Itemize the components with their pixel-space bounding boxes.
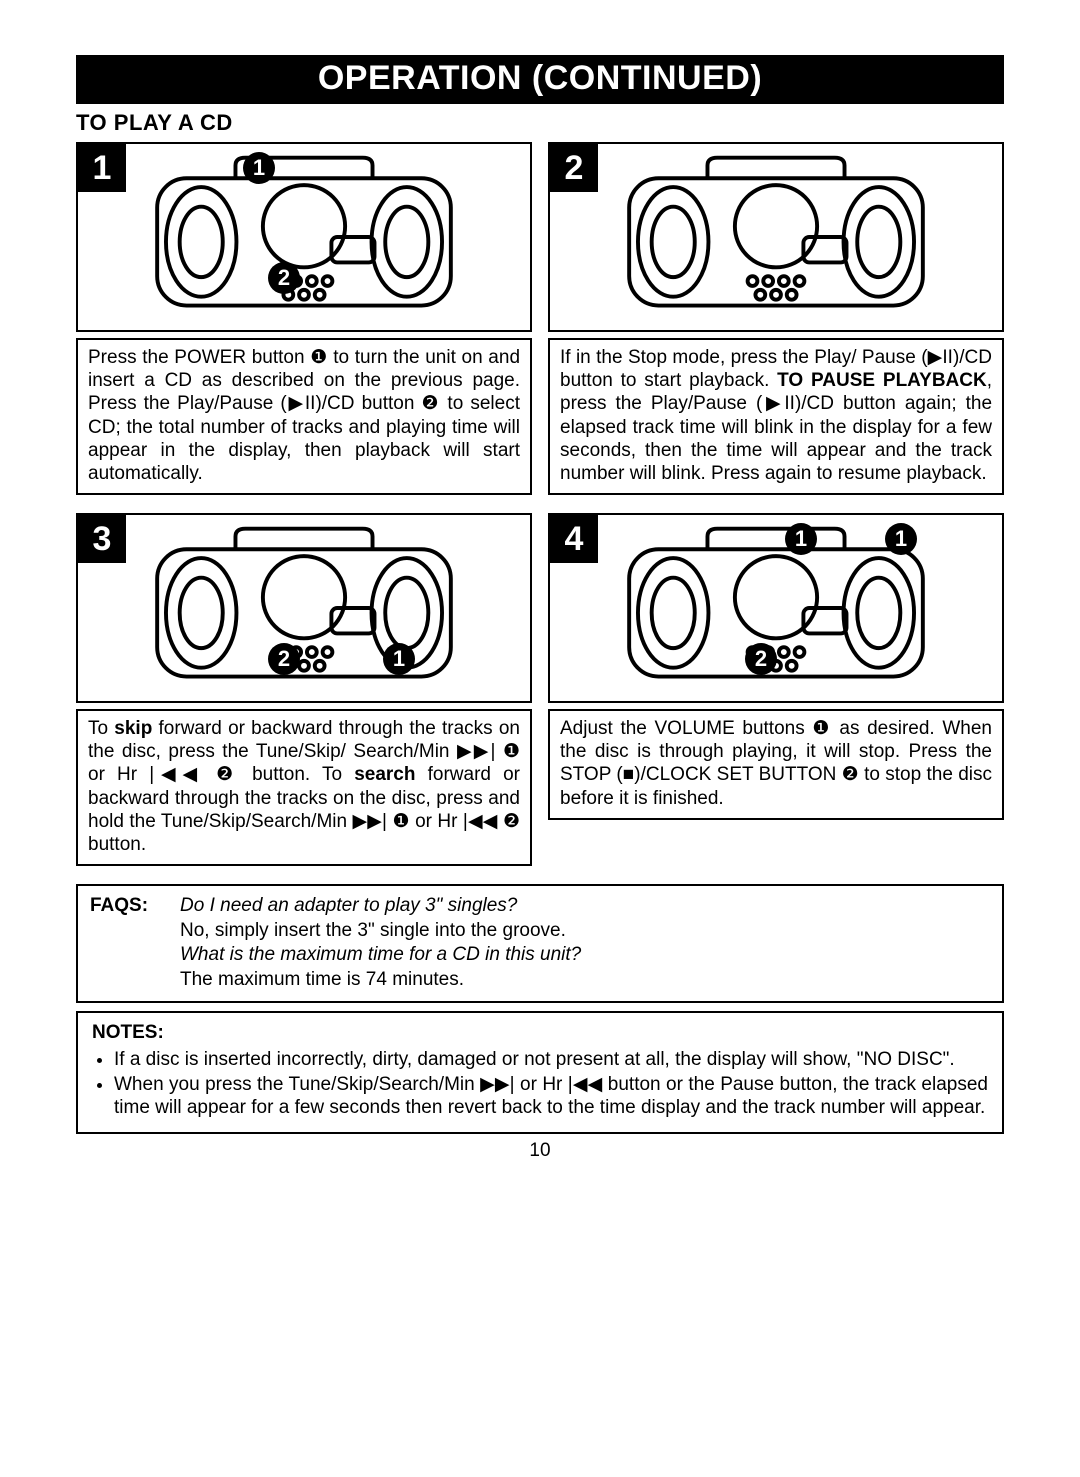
callout-1: 1 [885,523,917,555]
step-number-badge: 4 [550,515,598,563]
text-run: or Hr [88,764,149,785]
c2-symbol: ❷ [216,764,240,785]
steps-grid: 1 1 2 Press the POWER button ❶ to turn the … [76,142,1004,866]
c1-symbol: ❶ [503,741,520,762]
step-number-badge: 1 [78,144,126,192]
step-3-illustration: 3 2 1 [76,513,532,703]
play_pause-symbol: ▶II [762,393,795,414]
skip_fwd-symbol: ▶▶| [480,1074,514,1095]
callout-1: 1 [243,152,275,184]
step-4-illustration: 4 1 1 2 [548,513,1004,703]
step-number-badge: 3 [78,515,126,563]
device-illustration [550,144,1002,330]
text-run: skip [114,718,152,739]
step-1-illustration: 1 1 2 [76,142,532,332]
faqs-body: Do I need an adapter to play 3" singles?… [180,894,581,993]
callout-2: 2 [745,643,777,675]
faq-question: What is the maximum time for a CD in thi… [180,943,581,968]
device-illustration [78,144,530,330]
skip_back-symbol: |◀◀ [463,811,498,832]
text-run: )/CLOCK SET BUTTON [634,764,841,785]
faq-question: Do I need an adapter to play 3" singles? [180,894,581,919]
note-item: If a disc is inserted incorrectly, dirty… [114,1048,988,1071]
skip_fwd-symbol: ▶▶| [353,811,387,832]
text-run: Adjust the VOLUME buttons [560,718,812,739]
step-2: 2 If in the Stop mode, press the Play/ Pa… [548,142,1004,495]
page: OPERATION (CONTINUED) TO PLAY A CD 1 1 2 Pr… [0,0,1080,1192]
device-illustration [550,515,1002,701]
text-run: button. To [240,764,354,785]
text-run: To [88,718,114,739]
skip_back-symbol: |◀◀ [149,764,204,785]
text-run: Press the POWER button [88,347,310,368]
step-1-text: Press the POWER button ❶ to turn the uni… [76,338,532,495]
c2-symbol: ❷ [842,764,859,785]
device-illustration [78,515,530,701]
step-3: 3 2 1 To skip forward or backward through t… [76,513,532,866]
note-item: When you press the Tune/Skip/Search/Min … [114,1073,988,1119]
step-3-text: To skip forward or backward through the … [76,709,532,866]
callout-1: 1 [383,643,415,675]
text-run: search [354,764,415,785]
text-run: forward or backward through the tracks o… [88,718,520,762]
text-run: If in the Stop mode, press the Play/ Pau… [560,347,928,368]
step-2-illustration: 2 [548,142,1004,332]
step-4: 4 1 1 2 Adjust the VOLUME buttons ❶ as desir… [548,513,1004,866]
skip_back-symbol: |◀◀ [568,1074,603,1095]
notes-label: NOTES: [92,1021,988,1044]
faq-answer: No, simply insert the 3" single into the… [180,919,581,944]
text-run: )/CD button [315,393,421,414]
c2-symbol: ❷ [422,393,441,414]
faqs-label: FAQS: [90,894,180,993]
step-2-text: If in the Stop mode, press the Play/ Pau… [548,338,1004,495]
step-1: 1 1 2 Press the POWER button ❶ to turn the … [76,142,532,495]
play_pause-symbol: ▶II [928,347,953,368]
c1-symbol: ❶ [812,718,831,739]
notes-list: If a disc is inserted incorrectly, dirty… [92,1048,988,1120]
skip_fwd-symbol: ▶▶| [457,741,496,762]
text-run: If a disc is inserted incorrectly, dirty… [114,1049,955,1070]
c1-symbol: ❶ [310,347,327,368]
text-run: When you press the Tune/Skip/Search/Min [114,1074,480,1095]
notes-box: NOTES: If a disc is inserted incorrectly… [76,1011,1004,1134]
text-run: TO PAUSE PLAYBACK [777,370,987,391]
text-run: or Hr [515,1074,568,1095]
c2-symbol: ❷ [503,811,520,832]
text-run: or Hr [410,811,463,832]
text-run [204,764,216,785]
step-number-badge: 2 [550,144,598,192]
callout-2: 2 [268,262,300,294]
play_pause-symbol: ▶II [287,393,316,414]
section-title-bar: OPERATION (CONTINUED) [76,55,1004,104]
text-run: button. [88,834,146,855]
faqs-box: FAQS: Do I need an adapter to play 3" si… [76,884,1004,1003]
faq-answer: The maximum time is 74 minutes. [180,968,581,993]
subsection-title: TO PLAY A CD [76,110,1004,136]
stop-symbol: ■ [623,764,635,785]
c1-symbol: ❶ [392,811,409,832]
page-number: 10 [76,1140,1004,1162]
text-run [495,741,502,762]
callout-2: 2 [268,643,300,675]
step-4-text: Adjust the VOLUME buttons ❶ as desired. … [548,709,1004,820]
callout-1: 1 [785,523,817,555]
